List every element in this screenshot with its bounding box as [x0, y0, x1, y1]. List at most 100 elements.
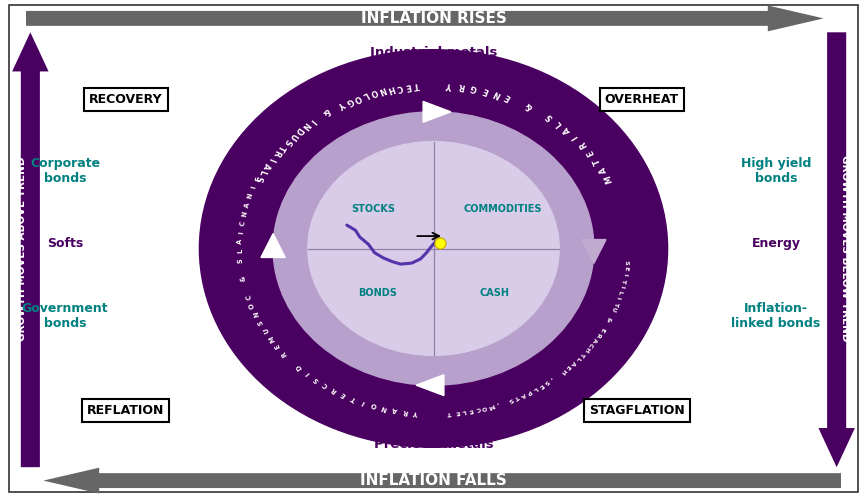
Text: M: M — [487, 402, 495, 409]
Text: E: E — [468, 407, 473, 413]
Text: H: H — [386, 83, 395, 93]
Text: E: E — [598, 327, 604, 332]
Text: E: E — [564, 364, 571, 370]
Text: C: C — [395, 82, 403, 92]
Text: N: N — [377, 84, 387, 95]
Text: Corporate
bonds: Corporate bonds — [30, 158, 100, 185]
Text: T: T — [448, 410, 453, 415]
Text: OVERHEAT: OVERHEAT — [604, 93, 679, 106]
Text: &: & — [321, 106, 332, 117]
Text: E: E — [274, 343, 282, 349]
Text: GROWTH MOVES ABOVE TREND: GROWTH MOVES ABOVE TREND — [16, 156, 27, 341]
Text: A: A — [238, 239, 244, 245]
Text: Softs: Softs — [47, 237, 83, 250]
Text: Precious metals: Precious metals — [374, 438, 493, 451]
Text: INFLATION RISES: INFLATION RISES — [361, 11, 506, 26]
Text: T: T — [592, 157, 603, 166]
Text: C: C — [475, 406, 480, 412]
Text: O: O — [249, 302, 256, 309]
Text: STOCKS: STOCKS — [351, 204, 394, 214]
Text: S: S — [312, 375, 320, 383]
Text: I: I — [308, 117, 316, 125]
Text: U: U — [287, 131, 298, 141]
Text: STAGFLATION: STAGFLATION — [590, 404, 685, 416]
Text: R: R — [595, 331, 601, 338]
Text: R: R — [281, 350, 289, 357]
Text: REFLATION: REFLATION — [87, 404, 165, 416]
Text: C: C — [245, 294, 252, 300]
Text: GROWTH MOVES BELOW TREND: GROWTH MOVES BELOW TREND — [840, 155, 851, 342]
Text: A: A — [598, 166, 609, 174]
Text: T: T — [276, 143, 287, 152]
Polygon shape — [416, 375, 444, 396]
Text: A: A — [591, 336, 597, 343]
Text: E: E — [503, 91, 512, 102]
Ellipse shape — [199, 50, 668, 447]
Text: C: C — [239, 221, 245, 226]
Text: G: G — [344, 95, 355, 106]
Text: E: E — [623, 266, 628, 271]
Text: A: A — [562, 125, 573, 135]
Text: T: T — [578, 351, 585, 357]
Polygon shape — [12, 32, 49, 467]
Text: COMMODITIES: COMMODITIES — [464, 204, 542, 214]
Text: Y: Y — [447, 80, 453, 89]
Text: U: U — [263, 327, 270, 334]
Text: S: S — [544, 112, 555, 122]
Text: E: E — [404, 81, 412, 90]
Text: T: T — [613, 300, 619, 306]
Text: L: L — [361, 89, 369, 100]
Text: O: O — [368, 86, 379, 98]
Text: S: S — [257, 319, 264, 326]
Text: R: R — [271, 149, 282, 158]
Text: O: O — [481, 404, 488, 411]
Text: Y: Y — [414, 409, 420, 415]
Text: T: T — [621, 278, 626, 283]
Text: N: N — [492, 87, 502, 99]
Text: BONDS: BONDS — [358, 288, 396, 298]
Text: D: D — [296, 363, 303, 371]
Text: ,: , — [495, 401, 499, 407]
Text: N: N — [241, 211, 248, 217]
Text: N: N — [381, 404, 388, 412]
Text: L: L — [238, 249, 244, 253]
Text: N: N — [252, 311, 260, 318]
Text: E: E — [538, 382, 544, 389]
Text: I: I — [238, 231, 244, 234]
Text: R: R — [402, 408, 409, 414]
Text: E: E — [481, 85, 490, 95]
Text: M: M — [268, 334, 276, 343]
Text: L: L — [574, 355, 581, 361]
Polygon shape — [818, 32, 855, 467]
Text: T: T — [513, 394, 520, 400]
Text: N: N — [300, 120, 311, 131]
Text: High yield
bonds: High yield bonds — [740, 158, 812, 185]
Text: Y: Y — [336, 99, 347, 109]
Text: P: P — [525, 388, 532, 395]
Text: R: R — [330, 386, 338, 394]
Text: R: R — [578, 140, 589, 150]
Text: A: A — [569, 359, 576, 366]
Text: E: E — [454, 409, 460, 414]
Text: S: S — [253, 175, 264, 183]
Ellipse shape — [308, 142, 559, 355]
Text: I: I — [361, 399, 366, 405]
Text: L: L — [617, 289, 623, 294]
Text: Government
bonds: Government bonds — [22, 302, 108, 330]
Text: D: D — [293, 125, 304, 136]
Text: I: I — [622, 273, 627, 276]
Text: L: L — [531, 385, 538, 392]
Polygon shape — [582, 240, 606, 263]
Text: I: I — [304, 370, 311, 376]
Text: S: S — [238, 258, 244, 263]
Text: H: H — [583, 346, 590, 353]
Text: &: & — [240, 275, 247, 282]
Text: &: & — [604, 316, 611, 323]
Text: L: L — [553, 118, 564, 128]
Ellipse shape — [273, 112, 594, 385]
Text: I: I — [616, 296, 621, 299]
Text: I: I — [251, 185, 257, 189]
Text: S: S — [282, 137, 292, 146]
Text: E: E — [585, 149, 596, 157]
Text: N: N — [247, 193, 254, 200]
